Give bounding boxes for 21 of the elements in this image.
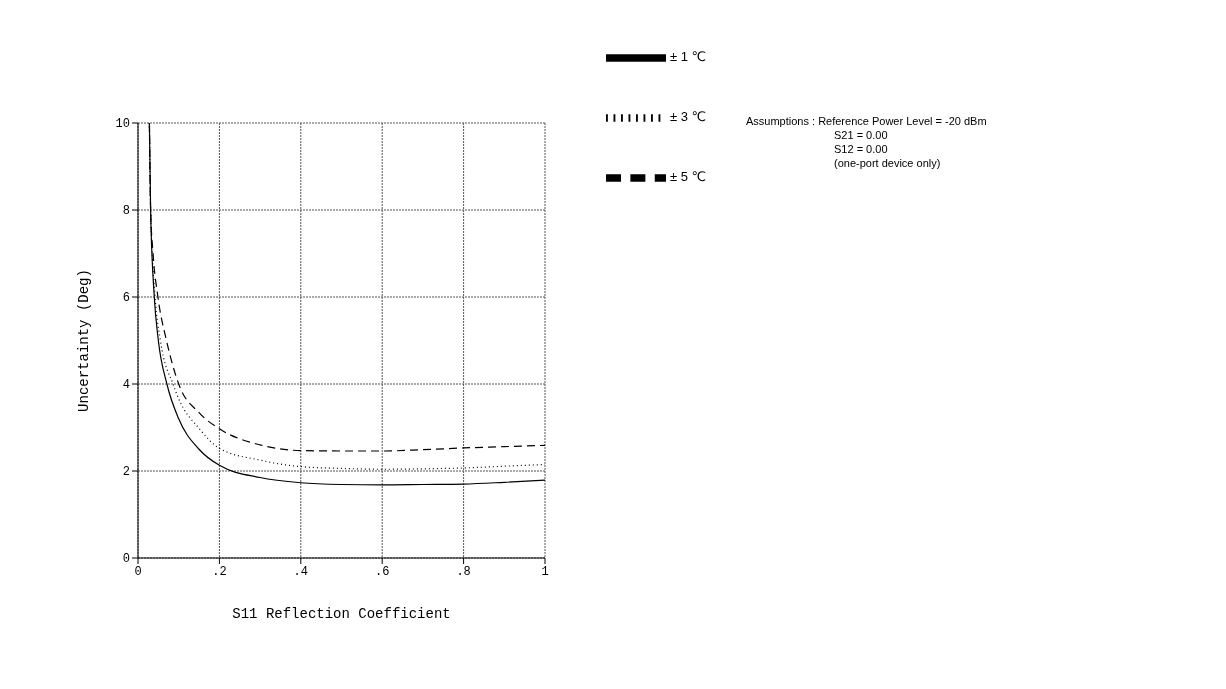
x-tick-label: .4: [293, 564, 308, 579]
y-tick-label: 2: [122, 465, 130, 480]
y-axis-title: Uncertainty (Deg): [75, 269, 92, 412]
legend-label: ± 5 ℃: [670, 169, 707, 185]
y-tick-label: 8: [122, 204, 130, 219]
y-tick-label: 6: [122, 291, 130, 306]
y-tick-label: 10: [115, 117, 130, 132]
legend-label: ± 3 ℃: [670, 109, 707, 125]
text: (one-port device only): [833, 156, 942, 170]
x-tick-label: .8: [456, 564, 471, 579]
text: S21 = 0.00: [833, 128, 889, 142]
x-tick-label: 0: [134, 564, 142, 579]
legend-label: ± 1 ℃: [670, 49, 707, 65]
y-tick-label: 0: [122, 552, 130, 567]
x-axis-title: S11 Reflection Coefficient: [232, 606, 451, 622]
y-tick-label: 4: [122, 378, 130, 393]
text: Assumptions : Reference Power Level = -20 dBm: [746, 114, 987, 128]
x-tick-label: .6: [375, 564, 390, 579]
text: S12 = 0.00: [833, 142, 889, 156]
x-tick-label: .2: [212, 564, 227, 579]
x-tick-label: 1: [541, 564, 549, 579]
